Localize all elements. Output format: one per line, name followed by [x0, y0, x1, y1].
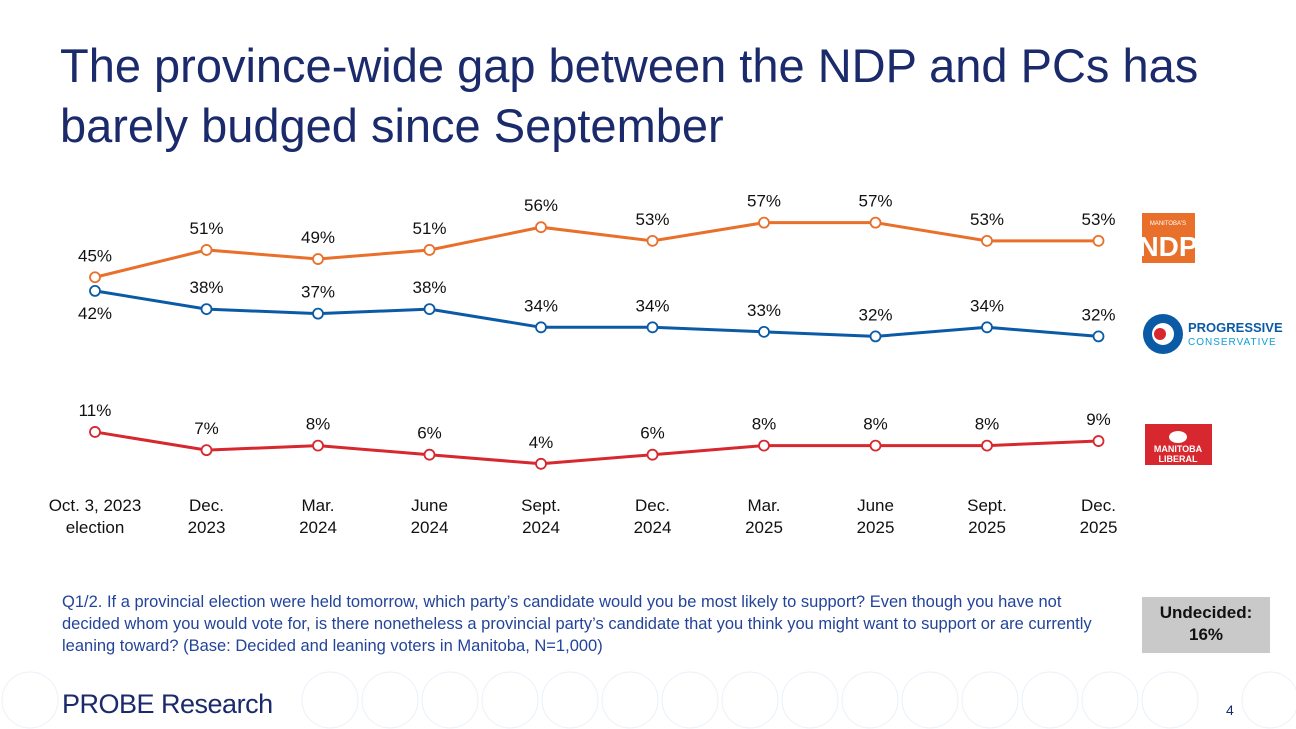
- data-label: 8%: [975, 415, 1000, 434]
- data-point: [89, 426, 101, 438]
- data-label: 37%: [301, 283, 335, 302]
- undecided-box: Undecided: 16%: [1142, 597, 1270, 653]
- data-point: [869, 330, 882, 343]
- data-point: [423, 244, 436, 256]
- data-point: [89, 271, 101, 284]
- data-point: [981, 439, 993, 452]
- data-point: [423, 448, 436, 461]
- data-label: 6%: [417, 424, 442, 443]
- legend-entry: LIBERAL: [1159, 454, 1198, 464]
- logo-text: CONSERVATIVE: [1188, 337, 1277, 348]
- data-label: 34%: [524, 296, 558, 315]
- series-line: [94, 430, 1099, 466]
- legend-entry: NDP: [1138, 231, 1197, 262]
- data-label: 34%: [635, 296, 669, 315]
- data-label: 32%: [1081, 305, 1115, 324]
- data-point: [869, 439, 882, 452]
- x-tick-label: Dec. 2025: [1079, 496, 1118, 537]
- x-tick-label: Sept. 2025: [967, 496, 1007, 537]
- ndp-logo: MANITOBA'S NDP: [1138, 213, 1198, 263]
- data-label: 53%: [1081, 210, 1115, 229]
- data-point: [312, 307, 324, 320]
- data-label: 56%: [524, 196, 558, 215]
- data-label: 32%: [858, 305, 892, 324]
- data-label: 33%: [747, 301, 781, 320]
- data-point: [1092, 234, 1105, 247]
- data-point: [981, 321, 993, 334]
- data-point: [423, 303, 436, 316]
- page-number: 4: [1226, 702, 1234, 718]
- data-point: [981, 234, 993, 247]
- data-label: 38%: [412, 278, 446, 297]
- data-point: [200, 303, 213, 316]
- data-label: 53%: [635, 210, 669, 229]
- data-label: 57%: [747, 192, 781, 211]
- data-label: 42%: [78, 304, 112, 323]
- logo-text: MANITOBA: [1154, 444, 1203, 454]
- series-line: [94, 221, 1099, 279]
- data-point: [869, 216, 882, 229]
- data-point: [646, 448, 659, 461]
- data-point: [1092, 435, 1105, 447]
- liberal-logo: MANITOBA LIBERAL: [1145, 424, 1212, 465]
- data-label: 51%: [412, 219, 446, 238]
- data-label: 49%: [301, 228, 335, 247]
- data-label: 57%: [858, 192, 892, 211]
- data-point: [646, 321, 659, 334]
- data-point: [758, 325, 770, 338]
- x-tick-label: June 2025: [856, 496, 895, 537]
- data-label: 8%: [306, 415, 331, 434]
- x-tick-label: Dec. 2024: [633, 496, 672, 537]
- x-tick-label: Oct. 3, 2023 election: [48, 496, 142, 537]
- data-point: [200, 244, 213, 256]
- pc-logo: PROGRESSIVE CONSERVATIVE: [1143, 314, 1283, 354]
- data-point: [535, 457, 547, 470]
- x-tick-label: Sept. 2024: [521, 496, 561, 537]
- x-tick-label: Dec. 2023: [187, 496, 226, 537]
- data-point: [535, 321, 547, 334]
- data-point: [89, 284, 101, 297]
- decor: [1, 671, 1296, 729]
- data-label: 11%: [79, 401, 112, 420]
- data-label: 7%: [194, 419, 219, 438]
- data-label: 53%: [970, 210, 1004, 229]
- data-label: 38%: [189, 278, 223, 297]
- data-label: 51%: [189, 219, 223, 238]
- series-line: [94, 289, 1099, 338]
- question-note: Q1/2. If a provincial election were held…: [62, 593, 1092, 655]
- logo-box: [1142, 213, 1195, 263]
- logo-box: [1145, 424, 1212, 465]
- data-point: [1092, 330, 1105, 343]
- data-point: [200, 444, 213, 457]
- logo-mark: [1154, 328, 1166, 340]
- data-point: [312, 253, 324, 265]
- data-label: 4%: [529, 433, 554, 452]
- data-point: [535, 221, 547, 234]
- logo-text: MANITOBA'S: [1150, 221, 1186, 227]
- slide-title: The province-wide gap between the NDP an…: [60, 39, 1199, 152]
- data-label: 6%: [640, 424, 665, 443]
- data-label: 8%: [752, 415, 777, 434]
- legend-entry: PROGRESSIVE: [1188, 320, 1283, 335]
- x-tick-label: Mar. 2025: [745, 496, 783, 537]
- data-point: [758, 216, 770, 229]
- data-label: 34%: [970, 296, 1004, 315]
- logo-mark: [1169, 431, 1187, 443]
- data-point: [646, 234, 659, 247]
- data-label: 9%: [1086, 410, 1111, 429]
- undecided-value: 16%: [1188, 625, 1224, 644]
- x-tick-label: June 2024: [410, 496, 449, 537]
- data-point: [312, 439, 324, 452]
- brand: PROBE Research: [62, 689, 273, 719]
- undecided-label: Undecided:: [1159, 603, 1253, 622]
- x-tick-label: Mar. 2024: [299, 496, 337, 537]
- data-label: 45%: [78, 246, 112, 265]
- data-point: [758, 439, 770, 452]
- data-label: 8%: [863, 415, 888, 434]
